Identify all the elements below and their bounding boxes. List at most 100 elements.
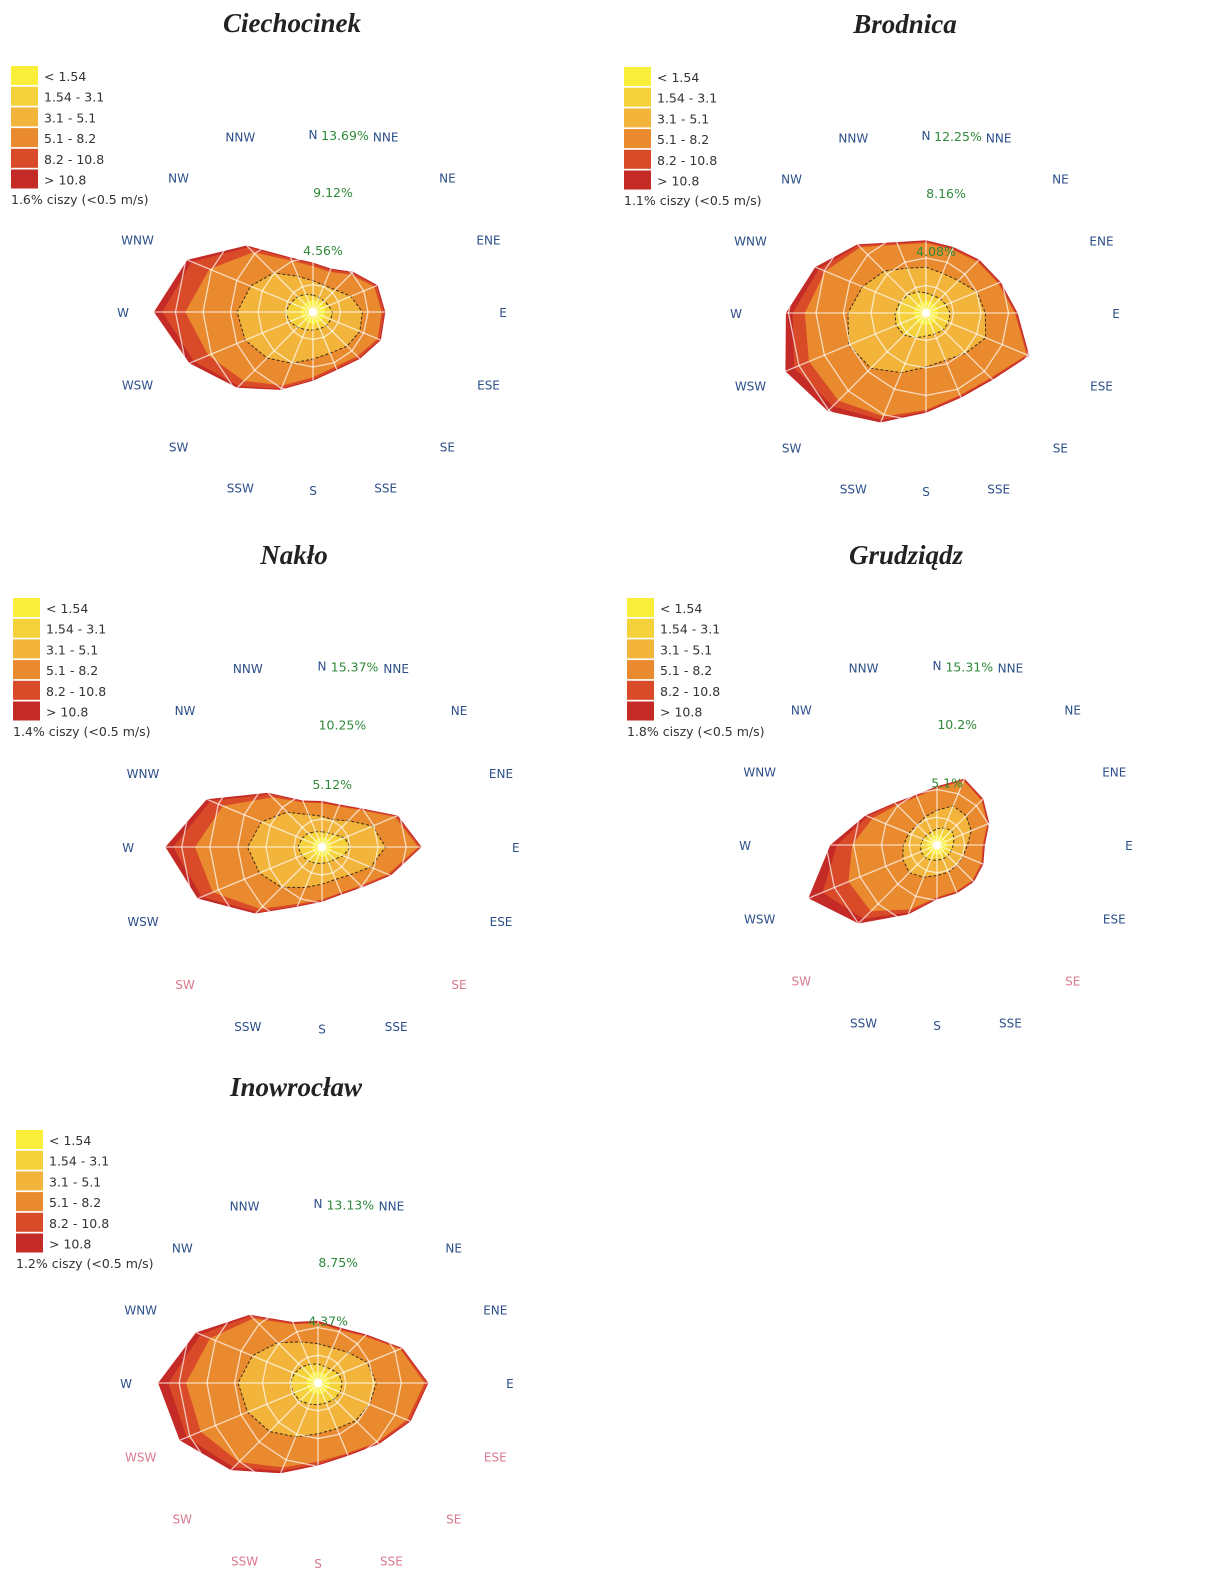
calm-label: 1.8% ciszy (<0.5 m/s) <box>627 724 765 739</box>
legend-swatch <box>13 680 40 700</box>
ring-label: 10.2% <box>937 717 977 732</box>
rose-title: Nakło <box>259 540 328 570</box>
rose-title: Brodnica <box>852 9 957 39</box>
legend-swatch <box>13 660 40 680</box>
direction-label-nnw: NNW <box>225 131 255 145</box>
rose-title: Ciechocinek <box>223 8 361 38</box>
legend-label: 8.2 - 10.8 <box>46 684 106 699</box>
legend-label: 5.1 - 8.2 <box>49 1195 101 1210</box>
direction-label-nw: NW <box>172 1241 193 1255</box>
direction-label-sse: SSE <box>374 482 397 496</box>
wind-rose-naklo: Nakło < 1.54 1.54 - 3.1 3.1 - 5.1 5.1 - 8.2 8… <box>13 540 520 1037</box>
legend-swatch <box>16 1192 43 1212</box>
direction-label-ese: ESE <box>477 379 500 393</box>
ring-label: 15.37% <box>331 660 379 675</box>
legend-swatch <box>627 660 654 680</box>
direction-labels: N NNE NE ENE E ESE SE SSE S SSW SW WSW W WNW NW NNW <box>730 129 1120 499</box>
legend-swatch <box>11 86 38 106</box>
direction-labels: N NNE NE ENE E ESE SE SSE S SSW SW WSW W WNW NW NNW <box>739 659 1133 1033</box>
direction-label-w: W <box>122 841 134 855</box>
ring-label: 10.25% <box>319 718 367 733</box>
direction-label-nne: NNE <box>383 662 409 676</box>
legend-label: 8.2 - 10.8 <box>49 1216 109 1231</box>
legend: < 1.54 1.54 - 3.1 3.1 - 5.1 5.1 - 8.2 8.2 - … <box>11 66 104 189</box>
legend-label: < 1.54 <box>49 1133 91 1148</box>
legend-swatch <box>11 107 38 127</box>
ring-label: 12.25% <box>934 129 982 144</box>
direction-label-sse: SSE <box>385 1020 408 1034</box>
direction-label-ssw: SSW <box>231 1554 258 1568</box>
legend-label: 5.1 - 8.2 <box>46 663 98 678</box>
direction-label-e: E <box>1125 839 1133 853</box>
direction-label-sse: SSE <box>380 1554 403 1568</box>
direction-label-n: N <box>933 659 942 673</box>
direction-label-sse: SSE <box>987 483 1010 497</box>
rose-center <box>314 1379 322 1387</box>
legend-swatch <box>16 1130 43 1149</box>
direction-label-nw: NW <box>781 173 802 187</box>
legend-label: < 1.54 <box>46 601 88 616</box>
ring-label: 13.13% <box>326 1197 374 1212</box>
direction-label-ese: ESE <box>1103 912 1126 926</box>
legend-label: 3.1 - 5.1 <box>46 642 98 657</box>
legend-label: 5.1 - 8.2 <box>660 663 712 678</box>
legend-swatch <box>11 128 38 148</box>
direction-label-n: N <box>309 128 318 142</box>
direction-label-wnw: WNW <box>121 233 154 247</box>
legend-swatch <box>13 598 40 617</box>
legend-swatch <box>16 1150 43 1170</box>
direction-label-n: N <box>318 659 327 673</box>
legend: < 1.54 1.54 - 3.1 3.1 - 5.1 5.1 - 8.2 8.2 - … <box>13 598 106 721</box>
rose-band-outline <box>920 827 955 861</box>
direction-label-w: W <box>120 1377 132 1391</box>
legend-label: 8.2 - 10.8 <box>44 152 104 167</box>
direction-label-nnw: NNW <box>849 662 879 676</box>
legend: < 1.54 1.54 - 3.1 3.1 - 5.1 5.1 - 8.2 8.2 - … <box>627 598 720 721</box>
rose-bands <box>785 240 1030 423</box>
direction-label-wnw: WNW <box>127 767 160 781</box>
direction-labels: N NNE NE ENE E ESE SE SSE S SSW SW WSW W WNW NW NNW <box>120 1197 514 1571</box>
direction-label-ne: NE <box>439 172 456 186</box>
direction-label-wsw: WSW <box>744 912 775 926</box>
legend-swatch <box>627 598 654 617</box>
direction-label-ne: NE <box>1052 173 1069 187</box>
ring-label: 4.56% <box>303 243 343 258</box>
direction-label-ene: ENE <box>483 1304 507 1318</box>
ring-labels: 12.25% 8.16% 4.08% <box>916 129 982 259</box>
legend-swatch <box>13 701 40 721</box>
direction-label-ne: NE <box>445 1241 462 1255</box>
legend-swatch <box>13 639 40 659</box>
direction-label-nne: NNE <box>998 662 1024 676</box>
legend-swatch <box>624 149 651 169</box>
legend-label: 3.1 - 5.1 <box>44 110 96 125</box>
legend-label: 3.1 - 5.1 <box>49 1174 101 1189</box>
direction-label-se: SE <box>1065 975 1080 989</box>
direction-label-e: E <box>1112 307 1120 321</box>
legend-swatch <box>11 169 38 189</box>
legend: < 1.54 1.54 - 3.1 3.1 - 5.1 5.1 - 8.2 8.2 - … <box>16 1130 109 1253</box>
legend-swatch <box>624 108 651 128</box>
wind-rose-grudziadz: Grudziądz < 1.54 1.54 - 3.1 3.1 - 5.1 5.1 - … <box>627 540 1133 1033</box>
calm-label: 1.1% ciszy (<0.5 m/s) <box>624 193 762 208</box>
legend: < 1.54 1.54 - 3.1 3.1 - 5.1 5.1 - 8.2 8.2 - … <box>624 67 717 190</box>
legend-label: 3.1 - 5.1 <box>660 642 712 657</box>
ring-label: 8.75% <box>318 1255 358 1270</box>
legend-label: > 10.8 <box>657 174 699 189</box>
rose-bands <box>808 778 990 924</box>
ring-labels: 15.37% 10.25% 5.12% <box>312 660 378 792</box>
direction-label-n: N <box>314 1197 323 1211</box>
direction-label-sw: SW <box>175 978 195 992</box>
rose-title: Inowrocław <box>229 1072 363 1102</box>
direction-label-s: S <box>933 1019 941 1033</box>
direction-label-ssw: SSW <box>840 483 867 497</box>
direction-label-nne: NNE <box>373 131 399 145</box>
legend-swatch <box>624 129 651 149</box>
direction-label-s: S <box>922 485 930 499</box>
direction-label-n: N <box>922 129 931 143</box>
direction-labels: N NNE NE ENE E ESE SE SSE S SSW SW WSW W WNW NW NNW <box>122 659 519 1036</box>
ring-label: 5.1% <box>931 775 963 790</box>
legend-label: 1.54 - 3.1 <box>49 1154 109 1169</box>
legend-label: 1.54 - 3.1 <box>46 622 106 637</box>
ring-label: 8.16% <box>926 186 966 201</box>
direction-label-s: S <box>309 484 317 498</box>
